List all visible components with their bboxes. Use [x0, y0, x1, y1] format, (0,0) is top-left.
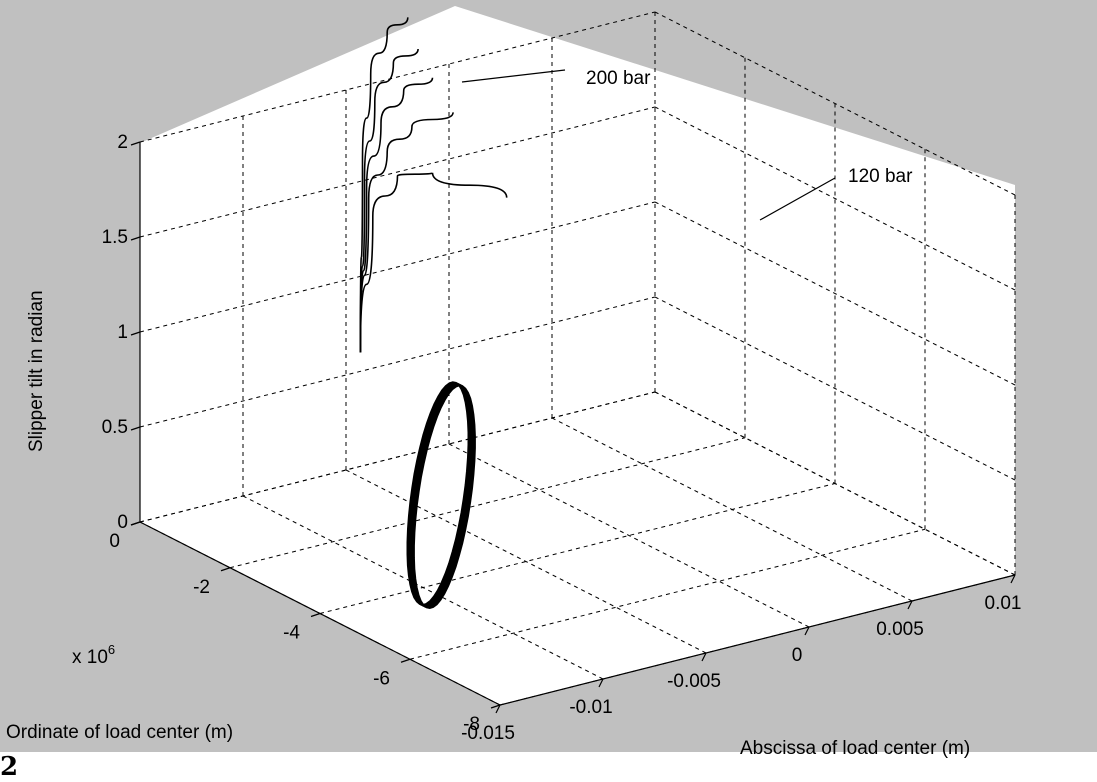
z-tick-mark	[130, 236, 141, 241]
grid-wall-z-back	[139, 11, 656, 143]
tilt-curve-3	[359, 112, 454, 353]
y-tick-label: 0	[109, 531, 120, 552]
x-tick-mark	[907, 600, 913, 610]
x-axis-label: Abscissa of load center (m)	[740, 738, 970, 759]
x-tick-mark	[804, 626, 810, 636]
grid-wall-z-back	[139, 296, 656, 428]
orbit-curve	[406, 381, 476, 610]
axes-background	[140, 6, 1015, 705]
annotation-200-bar-leader	[461, 69, 566, 83]
tilt-curve-1	[359, 48, 419, 353]
z-tick-label: 0.5	[102, 417, 128, 438]
x-tick-label: 0.01	[985, 593, 1022, 614]
grid-wall-z-back	[139, 201, 656, 333]
y-tick-mark	[490, 704, 501, 709]
tilt-curves	[359, 17, 508, 353]
z-tick-label: 1	[117, 322, 128, 343]
y-tick-label: -2	[193, 577, 210, 598]
y-tick-label: -6	[373, 668, 390, 689]
z-tick-mark	[130, 331, 141, 336]
grid-wall-z-back	[139, 391, 656, 523]
grid-floor-y	[319, 483, 836, 614]
y-axis-multiplier-exponent: 6	[108, 642, 115, 657]
z-tick-mark	[130, 141, 141, 146]
x-tick-label: -0.005	[667, 671, 721, 692]
tick-labels: -0.015 -0.01 -0.005 0 0.005 0.01 0 -2 -4 -6 -8 0 0.5…	[102, 132, 1022, 744]
y-tick-label: -8	[463, 714, 480, 735]
x-tick-label: -0.01	[569, 697, 612, 718]
x-tick-label: 0	[792, 645, 803, 666]
z-tick-mark	[130, 521, 141, 526]
grid-wall-z-side	[654, 296, 1016, 481]
grid-floor-x	[345, 469, 707, 654]
grid-floor-y	[229, 437, 746, 569]
x-tick-label: -0.015	[461, 723, 515, 744]
x-tick-mark	[701, 652, 707, 662]
axis-lines	[130, 141, 1016, 714]
grid-wall-z-side	[654, 11, 1016, 196]
grid-floor-x	[448, 443, 810, 628]
y-tick-label: -4	[283, 623, 300, 644]
grid-floor-y	[409, 528, 926, 660]
tilt-curve-2	[359, 77, 434, 353]
x-tick-label: 0.005	[876, 619, 924, 640]
y-axis-multiplier-base: x 10	[72, 647, 108, 668]
grid-wall-z-side	[654, 391, 1016, 576]
annotation-200-bar: 200 bar	[586, 68, 651, 89]
orbit-path	[406, 381, 476, 610]
figure-number: 2	[0, 752, 19, 782]
z-tick-label: 2	[117, 132, 128, 153]
y-tick-mark	[400, 658, 411, 663]
x-axis-line	[499, 574, 1016, 706]
z-tick-label: 0	[117, 512, 128, 533]
grid-wall-z-side	[654, 106, 1016, 291]
tilt-curve-4	[359, 171, 508, 353]
y-axis-multiplier: x 106	[72, 642, 115, 668]
y-tick-mark	[220, 567, 231, 572]
grid-wall-z-side	[654, 201, 1016, 386]
y-axis-label: Ordinate of load center (m)	[6, 722, 233, 743]
y-tick-mark	[310, 612, 321, 618]
grid-wall-z-back	[139, 106, 656, 238]
x-tick-mark	[1010, 574, 1016, 584]
annotation-120-bar: 120 bar	[848, 166, 913, 187]
annotation-120-bar-leader	[759, 177, 836, 221]
z-axis-label: Slipper tilt in radian	[26, 290, 47, 452]
z-tick-label: 1.5	[102, 227, 128, 248]
tilt-curve-0	[359, 17, 409, 353]
x-tick-mark	[495, 704, 501, 714]
x-tick-mark	[598, 678, 604, 688]
z-tick-mark	[130, 426, 141, 431]
